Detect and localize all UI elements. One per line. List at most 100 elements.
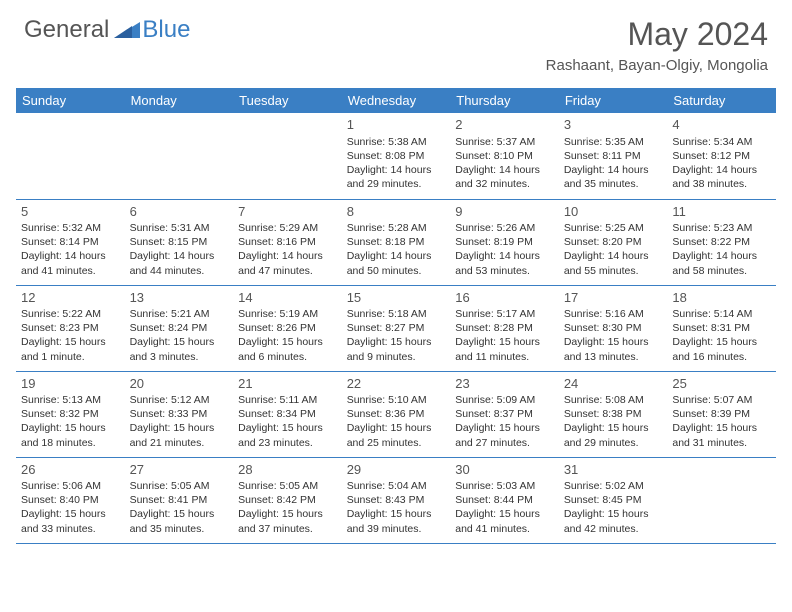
sunset-line: Sunset: 8:31 PM [672,321,771,335]
sunrise-line: Sunrise: 5:02 AM [564,479,663,493]
day-number: 11 [672,203,771,221]
day-number: 2 [455,116,554,134]
calendar-week-row: 5Sunrise: 5:32 AMSunset: 8:14 PMDaylight… [16,199,776,285]
sunset-line: Sunset: 8:22 PM [672,235,771,249]
day-number: 5 [21,203,120,221]
sunset-line: Sunset: 8:30 PM [564,321,663,335]
sunset-line: Sunset: 8:24 PM [130,321,229,335]
daylight-line: Daylight: 15 hours and 31 minutes. [672,421,771,449]
daylight-line: Daylight: 15 hours and 9 minutes. [347,335,446,363]
day-number: 22 [347,375,446,393]
calendar-body: 1Sunrise: 5:38 AMSunset: 8:08 PMDaylight… [16,113,776,543]
sunrise-line: Sunrise: 5:10 AM [347,393,446,407]
page-title: May 2024 [546,16,768,53]
calendar-day-cell: 30Sunrise: 5:03 AMSunset: 8:44 PMDayligh… [450,457,559,543]
sunset-line: Sunset: 8:23 PM [21,321,120,335]
daylight-line: Daylight: 15 hours and 25 minutes. [347,421,446,449]
sunset-line: Sunset: 8:33 PM [130,407,229,421]
sunrise-line: Sunrise: 5:08 AM [564,393,663,407]
col-sunday: Sunday [16,88,125,113]
sunrise-line: Sunrise: 5:03 AM [455,479,554,493]
daylight-line: Daylight: 14 hours and 50 minutes. [347,249,446,277]
daylight-line: Daylight: 15 hours and 41 minutes. [455,507,554,535]
col-tuesday: Tuesday [233,88,342,113]
daylight-line: Daylight: 15 hours and 27 minutes. [455,421,554,449]
day-number: 3 [564,116,663,134]
sunrise-line: Sunrise: 5:18 AM [347,307,446,321]
calendar-day-cell: 13Sunrise: 5:21 AMSunset: 8:24 PMDayligh… [125,285,234,371]
sunset-line: Sunset: 8:36 PM [347,407,446,421]
day-number: 30 [455,461,554,479]
daylight-line: Daylight: 15 hours and 6 minutes. [238,335,337,363]
calendar-table: Sunday Monday Tuesday Wednesday Thursday… [16,88,776,544]
day-number: 20 [130,375,229,393]
sunrise-line: Sunrise: 5:14 AM [672,307,771,321]
calendar-day-cell [233,113,342,199]
sunset-line: Sunset: 8:39 PM [672,407,771,421]
calendar-day-cell: 3Sunrise: 5:35 AMSunset: 8:11 PMDaylight… [559,113,668,199]
calendar-week-row: 26Sunrise: 5:06 AMSunset: 8:40 PMDayligh… [16,457,776,543]
daylight-line: Daylight: 15 hours and 42 minutes. [564,507,663,535]
sunset-line: Sunset: 8:10 PM [455,149,554,163]
sunset-line: Sunset: 8:45 PM [564,493,663,507]
daylight-line: Daylight: 14 hours and 58 minutes. [672,249,771,277]
col-friday: Friday [559,88,668,113]
calendar-week-row: 1Sunrise: 5:38 AMSunset: 8:08 PMDaylight… [16,113,776,199]
calendar-day-cell: 21Sunrise: 5:11 AMSunset: 8:34 PMDayligh… [233,371,342,457]
col-saturday: Saturday [667,88,776,113]
logo-triangle-icon [114,18,140,43]
sunset-line: Sunset: 8:38 PM [564,407,663,421]
daylight-line: Daylight: 15 hours and 29 minutes. [564,421,663,449]
daylight-line: Daylight: 14 hours and 38 minutes. [672,163,771,191]
calendar-day-cell: 4Sunrise: 5:34 AMSunset: 8:12 PMDaylight… [667,113,776,199]
sunrise-line: Sunrise: 5:13 AM [21,393,120,407]
col-thursday: Thursday [450,88,559,113]
day-number: 28 [238,461,337,479]
sunset-line: Sunset: 8:16 PM [238,235,337,249]
daylight-line: Daylight: 14 hours and 47 minutes. [238,249,337,277]
daylight-line: Daylight: 14 hours and 53 minutes. [455,249,554,277]
logo-text-blue: Blue [142,16,190,44]
calendar-day-cell: 28Sunrise: 5:05 AMSunset: 8:42 PMDayligh… [233,457,342,543]
daylight-line: Daylight: 15 hours and 21 minutes. [130,421,229,449]
daylight-line: Daylight: 15 hours and 23 minutes. [238,421,337,449]
day-number: 23 [455,375,554,393]
sunrise-line: Sunrise: 5:28 AM [347,221,446,235]
day-number: 19 [21,375,120,393]
daylight-line: Daylight: 14 hours and 32 minutes. [455,163,554,191]
sunrise-line: Sunrise: 5:29 AM [238,221,337,235]
day-number: 1 [347,116,446,134]
day-number: 17 [564,289,663,307]
daylight-line: Daylight: 15 hours and 1 minute. [21,335,120,363]
calendar-day-cell: 10Sunrise: 5:25 AMSunset: 8:20 PMDayligh… [559,199,668,285]
day-number: 12 [21,289,120,307]
day-number: 24 [564,375,663,393]
day-number: 26 [21,461,120,479]
col-monday: Monday [125,88,234,113]
sunset-line: Sunset: 8:08 PM [347,149,446,163]
calendar-day-cell: 12Sunrise: 5:22 AMSunset: 8:23 PMDayligh… [16,285,125,371]
sunrise-line: Sunrise: 5:05 AM [238,479,337,493]
daylight-line: Daylight: 14 hours and 29 minutes. [347,163,446,191]
sunrise-line: Sunrise: 5:25 AM [564,221,663,235]
calendar-day-cell: 22Sunrise: 5:10 AMSunset: 8:36 PMDayligh… [342,371,451,457]
calendar-day-cell: 16Sunrise: 5:17 AMSunset: 8:28 PMDayligh… [450,285,559,371]
col-wednesday: Wednesday [342,88,451,113]
sunset-line: Sunset: 8:40 PM [21,493,120,507]
sunset-line: Sunset: 8:27 PM [347,321,446,335]
day-number: 15 [347,289,446,307]
day-number: 4 [672,116,771,134]
sunrise-line: Sunrise: 5:35 AM [564,135,663,149]
sunset-line: Sunset: 8:37 PM [455,407,554,421]
daylight-line: Daylight: 14 hours and 35 minutes. [564,163,663,191]
day-number: 18 [672,289,771,307]
sunrise-line: Sunrise: 5:17 AM [455,307,554,321]
sunset-line: Sunset: 8:20 PM [564,235,663,249]
sunset-line: Sunset: 8:44 PM [455,493,554,507]
calendar-day-cell: 23Sunrise: 5:09 AMSunset: 8:37 PMDayligh… [450,371,559,457]
calendar-week-row: 12Sunrise: 5:22 AMSunset: 8:23 PMDayligh… [16,285,776,371]
sunrise-line: Sunrise: 5:16 AM [564,307,663,321]
calendar-day-cell: 31Sunrise: 5:02 AMSunset: 8:45 PMDayligh… [559,457,668,543]
sunset-line: Sunset: 8:19 PM [455,235,554,249]
calendar-day-cell: 14Sunrise: 5:19 AMSunset: 8:26 PMDayligh… [233,285,342,371]
